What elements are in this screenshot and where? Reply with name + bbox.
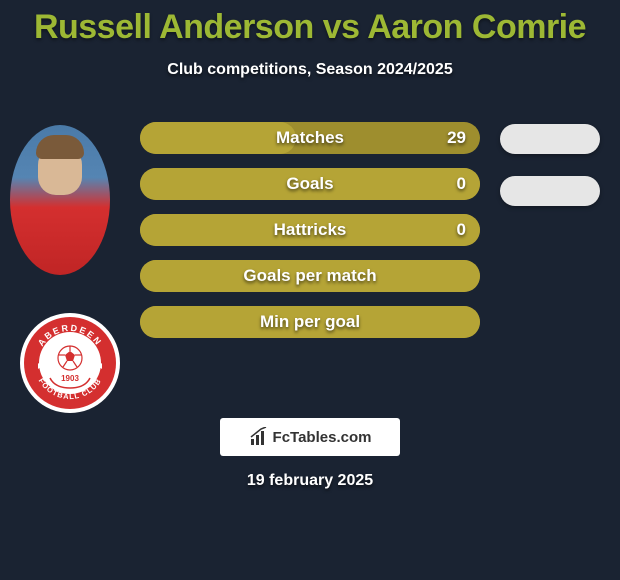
- bar-value: 0: [457, 168, 466, 200]
- bar-label: Hattricks: [140, 214, 480, 246]
- bar-value: 0: [457, 214, 466, 246]
- badge-year: 1903: [61, 374, 79, 383]
- subtitle: Club competitions, Season 2024/2025: [0, 61, 620, 79]
- bar-value: 29: [447, 122, 466, 154]
- stat-bar-row: Hattricks0: [140, 214, 480, 246]
- opponent-pill-goals: [500, 176, 600, 206]
- bar-label: Goals: [140, 168, 480, 200]
- club-badge: ABERDEEN FOOTBALL CLUB 1903: [20, 308, 120, 418]
- stat-bar-row: Goals per match: [140, 260, 480, 292]
- brand-chart-icon: [249, 427, 269, 447]
- opponent-pill-matches: [500, 124, 600, 154]
- brand-box: FcTables.com: [220, 418, 400, 456]
- date-label: 19 february 2025: [0, 472, 620, 490]
- brand-label: FcTables.com: [273, 429, 372, 446]
- stat-bar-row: Min per goal: [140, 306, 480, 338]
- bar-label: Goals per match: [140, 260, 480, 292]
- player-photo-left: [10, 125, 110, 275]
- bar-label: Matches: [140, 122, 480, 154]
- stats-bars: Matches29Goals0Hattricks0Goals per match…: [140, 122, 480, 352]
- page-title: Russell Anderson vs Aaron Comrie: [0, 0, 620, 47]
- stat-bar-row: Matches29: [140, 122, 480, 154]
- bar-label: Min per goal: [140, 306, 480, 338]
- badge-ball-icon: [58, 346, 82, 370]
- stat-bar-row: Goals0: [140, 168, 480, 200]
